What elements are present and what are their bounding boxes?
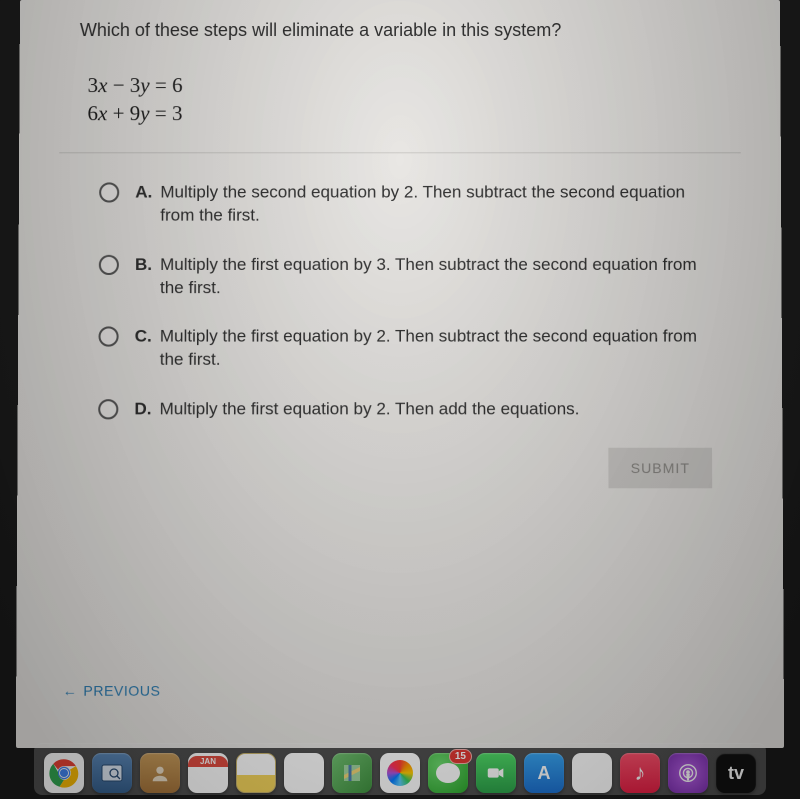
facetime-icon[interactable] [476,753,516,793]
tv-icon[interactable]: tv [716,753,756,793]
option-text: Multiply the first equation by 2. Then a… [160,398,580,421]
previous-button[interactable]: ← PREVIOUS [63,682,161,698]
option-letter: B. [135,253,152,299]
option-letter: D. [134,398,151,421]
options-list: A. Multiply the second equation by 2. Th… [98,181,724,422]
radio-icon[interactable] [98,399,118,419]
podcasts-icon[interactable] [668,753,708,793]
equation-1: 3x − 3y = 6 [88,71,741,99]
option-text: Multiply the second equation by 2. Then … [160,181,723,227]
preview-icon[interactable] [92,753,132,793]
dock: JAN 29 15 A N ♪ tv [34,743,766,795]
contacts-icon[interactable] [140,753,180,793]
radio-icon[interactable] [98,327,118,347]
reminders-icon[interactable] [284,753,324,793]
radio-icon[interactable] [99,254,119,274]
option-text: Multiply the first equation by 3. Then s… [160,253,723,299]
notes-icon[interactable] [236,753,276,793]
arrow-left-icon: ← [63,682,78,698]
messages-badge: 15 [449,749,472,764]
calendar-icon[interactable]: JAN 29 [188,753,228,793]
appstore-icon[interactable]: A [524,753,564,793]
question-prompt: Which of these steps will eliminate a va… [80,20,740,41]
calendar-day: 29 [197,767,219,791]
messages-icon[interactable]: 15 [428,753,468,793]
quiz-screen: Which of these steps will eliminate a va… [16,0,784,748]
music-icon[interactable]: ♪ [620,753,660,793]
option-a[interactable]: A. Multiply the second equation by 2. Th… [99,181,723,227]
option-c[interactable]: C. Multiply the first equation by 2. The… [98,326,723,372]
option-letter: C. [135,326,152,372]
option-letter: A. [135,181,152,227]
option-d[interactable]: D. Multiply the first equation by 2. The… [98,398,724,421]
maps-icon[interactable] [332,753,372,793]
calendar-month: JAN [188,756,228,767]
radio-icon[interactable] [99,182,119,202]
equation-2: 6x + 9y = 3 [87,99,740,127]
divider [59,152,741,153]
option-text: Multiply the first equation by 2. Then s… [160,326,724,372]
option-b[interactable]: B. Multiply the first equation by 3. The… [99,253,724,299]
chrome-icon[interactable] [44,753,84,793]
equation-system: 3x − 3y = 6 6x + 9y = 3 [87,71,740,128]
photos-icon[interactable] [380,753,420,793]
news-icon[interactable]: N [572,753,612,793]
previous-label: PREVIOUS [83,682,160,698]
submit-button[interactable]: SUBMIT [608,448,712,489]
